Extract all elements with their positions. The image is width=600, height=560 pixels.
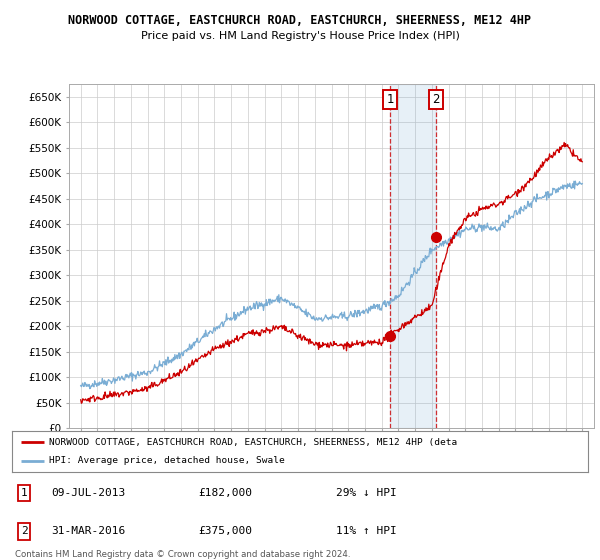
Text: NORWOOD COTTAGE, EASTCHURCH ROAD, EASTCHURCH, SHEERNESS, ME12 4HP: NORWOOD COTTAGE, EASTCHURCH ROAD, EASTCH… <box>68 14 532 27</box>
Text: 09-JUL-2013: 09-JUL-2013 <box>51 488 125 498</box>
Text: NORWOOD COTTAGE, EASTCHURCH ROAD, EASTCHURCH, SHEERNESS, ME12 4HP (deta: NORWOOD COTTAGE, EASTCHURCH ROAD, EASTCH… <box>49 437 458 446</box>
Text: 1: 1 <box>386 93 394 106</box>
Text: 2: 2 <box>432 93 440 106</box>
Text: HPI: Average price, detached house, Swale: HPI: Average price, detached house, Swal… <box>49 456 285 465</box>
Text: £182,000: £182,000 <box>198 488 252 498</box>
Text: 29% ↓ HPI: 29% ↓ HPI <box>336 488 397 498</box>
Text: 2: 2 <box>20 526 28 536</box>
Bar <box>391 84 436 428</box>
Text: 1: 1 <box>20 488 28 498</box>
Text: Price paid vs. HM Land Registry's House Price Index (HPI): Price paid vs. HM Land Registry's House … <box>140 31 460 41</box>
Text: 11% ↑ HPI: 11% ↑ HPI <box>336 526 397 536</box>
Text: Contains HM Land Registry data © Crown copyright and database right 2024.
This d: Contains HM Land Registry data © Crown c… <box>15 550 350 560</box>
Text: £375,000: £375,000 <box>198 526 252 536</box>
Text: 31-MAR-2016: 31-MAR-2016 <box>51 526 125 536</box>
